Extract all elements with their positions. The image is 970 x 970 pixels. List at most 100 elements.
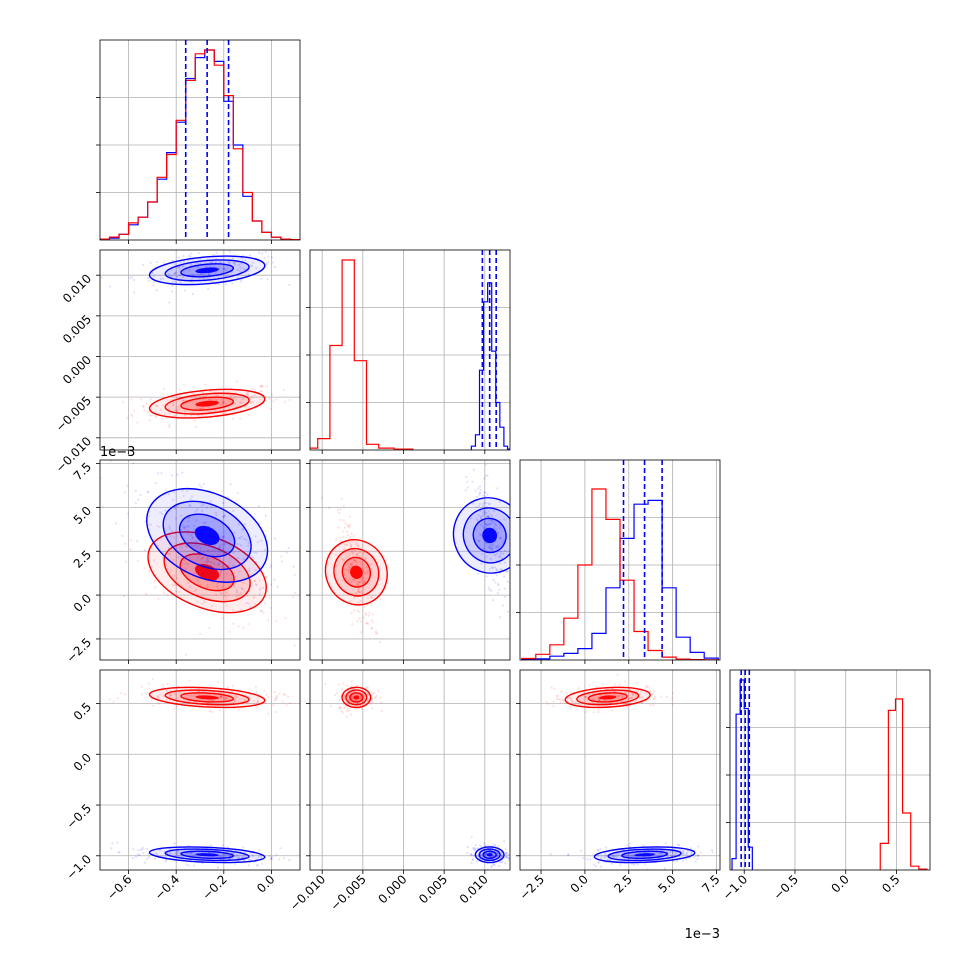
sample-point [685,853,688,856]
sample-point [126,484,129,487]
sample-point [224,697,228,700]
sample-point [133,409,136,412]
sample-point [685,851,688,854]
sample-point [347,689,350,692]
sample-point [342,548,345,551]
sample-point [167,273,170,276]
sample-point [337,683,341,687]
sample-point [345,715,348,718]
sample-point [348,565,351,569]
sample-point [499,552,502,555]
y-tick-label: −1.0 [64,852,95,883]
panel-content [731,670,928,870]
sample-point [370,619,374,622]
sample-point [492,509,496,512]
sample-point [632,854,635,857]
sample-point [203,561,207,564]
sample-point [499,861,503,864]
sample-point [220,404,223,407]
sample-point [487,515,490,518]
sample-point [187,581,190,584]
sample-point [592,863,596,867]
sample-point [472,854,476,857]
sample-point [481,855,484,858]
sample-point [630,696,633,699]
sample-point [348,515,352,518]
sample-point [498,562,502,565]
sample-point [228,561,231,564]
sample-point [165,416,168,420]
sample-point [356,693,359,696]
sample-point [603,855,606,858]
sample-point [186,533,190,536]
sample-point [367,693,370,696]
sample-point [172,490,176,494]
sample-point [681,852,684,856]
panel-frame [519,459,721,661]
sample-point [364,557,367,561]
sample-point [278,692,281,695]
sample-point [361,592,364,595]
sample-point [294,591,297,595]
sample-point [164,860,167,863]
sample-point [482,547,485,550]
sample-point [147,514,151,518]
sample-point [164,412,167,415]
sample-point [646,868,649,870]
sample-point [495,552,499,555]
sample-point [635,682,638,685]
sample-point [359,695,363,699]
sample-point [197,273,200,276]
sample-point [189,263,192,266]
sample-point [251,387,254,390]
sample-point [153,857,156,861]
sample-point [231,282,234,285]
sample-point [256,700,259,704]
sample-point [489,543,492,546]
sample-point [485,555,488,558]
sample-point [241,588,244,591]
sample-point [649,690,652,693]
sample-point [193,853,196,856]
sample-point [506,580,510,583]
sample-point [621,694,624,697]
sample-point [627,697,630,700]
ticks-3-2 [516,703,717,874]
sample-point [592,711,595,714]
sample-point [291,595,295,599]
sample-point [275,620,278,623]
sample-point [484,853,487,856]
sample-point [486,515,489,518]
sample-point [569,696,572,700]
sample-point [218,708,222,712]
sample-point [234,700,237,703]
sample-point [251,853,254,857]
sample-point [178,274,182,277]
sample-point [259,610,263,613]
sample-point [498,536,502,540]
sample-point [215,251,219,254]
sample-point [371,697,374,700]
sample-point [348,578,351,581]
sample-point [251,395,254,398]
sample-point [359,697,362,700]
sample-point [726,853,728,855]
sample-point [499,537,502,540]
sample-point [235,595,238,598]
sample-point [616,852,619,856]
sample-point [597,708,600,712]
panel-content [100,40,300,240]
panel-frame [99,249,301,451]
sample-point [228,262,231,265]
sample-point [243,537,246,541]
sample-point [227,260,230,263]
sample-point [483,491,486,494]
sample-point [349,562,352,565]
sample-point [216,866,220,869]
sample-point [223,593,226,597]
sample-point [201,556,204,559]
sample-point [247,622,250,626]
sample-point [239,592,242,595]
sample-point [185,545,188,548]
sample-point [196,508,199,511]
